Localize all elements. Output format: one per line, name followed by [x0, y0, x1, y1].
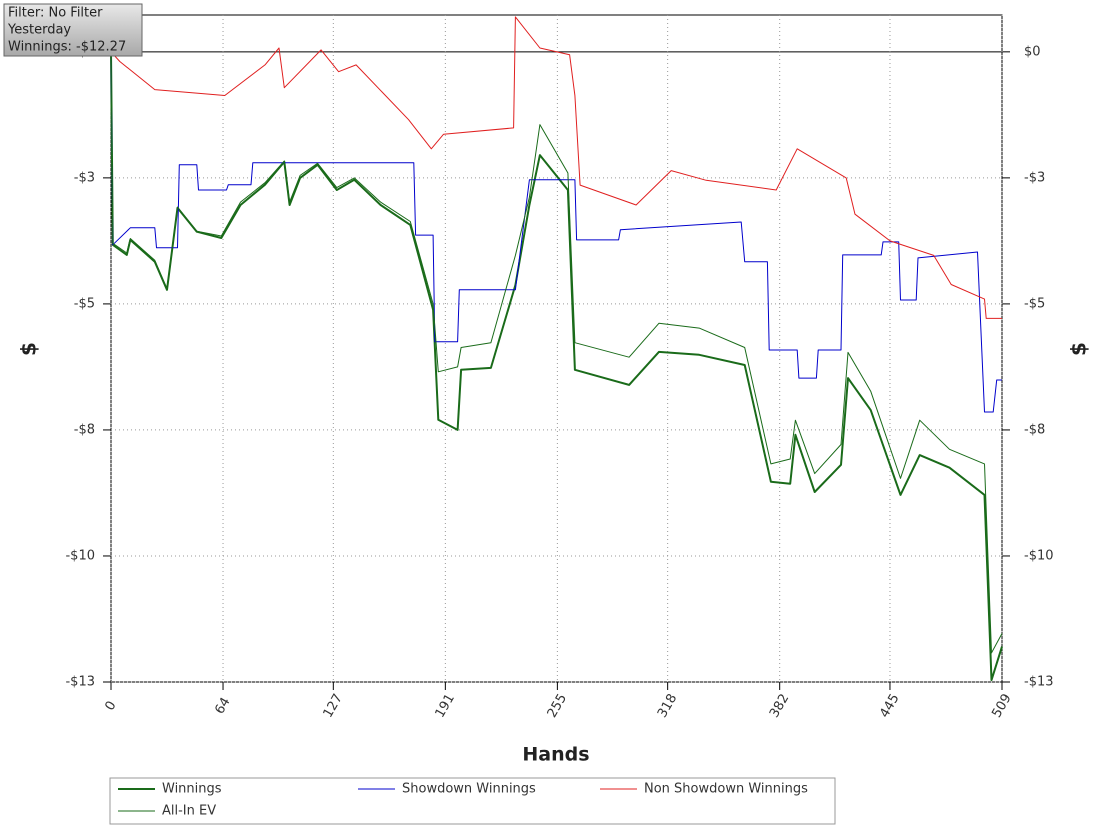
y-tick-label: -$10	[65, 548, 95, 563]
legend-label: All-In EV	[162, 804, 216, 819]
y-tick-label: -$5	[74, 296, 95, 311]
x-tick-label: 509	[989, 691, 1014, 720]
series-line	[110, 51, 1003, 654]
tooltip-box	[3, 3, 143, 57]
legend-label: Non Showdown Winnings	[644, 782, 808, 797]
tooltip-line: Winnings: -$12.27	[8, 40, 126, 55]
y2-tick-label: -$8	[1024, 422, 1045, 437]
y2-tick-label: -$3	[1024, 170, 1045, 185]
y2-axis-label: $	[1067, 342, 1091, 356]
x-tick-label: 127	[321, 691, 346, 720]
x-tick-label: 445	[877, 691, 902, 720]
x-tick-label: 255	[545, 691, 570, 720]
y2-tick-label: $0	[1024, 44, 1041, 59]
y-tick-label: -$3	[74, 170, 95, 185]
x-tick-label: 382	[767, 691, 792, 720]
x-tick-label: 0	[102, 699, 119, 714]
legend-label: Winnings	[162, 782, 222, 797]
legend-box	[109, 777, 836, 825]
y2-tick-label: -$5	[1024, 296, 1045, 311]
y-tick-label: -$13	[65, 675, 95, 690]
tooltip-line: Filter: No Filter	[8, 6, 103, 21]
y2-tick-label: -$13	[1024, 675, 1054, 690]
y-tick-label: -$8	[74, 422, 95, 437]
legend	[109, 777, 836, 825]
x-tick-label: 191	[433, 691, 458, 720]
tooltip-line: Yesterday	[7, 23, 71, 38]
series-line	[110, 51, 1003, 682]
series-line	[110, 16, 1002, 319]
series-line	[110, 51, 1002, 413]
y-axis-label: $	[17, 342, 41, 356]
y2-tick-label: -$10	[1024, 548, 1054, 563]
x-tick-label: 64	[212, 695, 233, 717]
tooltip: Filter: No Filter Yesterday Winnings: -$…	[3, 3, 143, 57]
x-axis-label: Hands	[522, 744, 589, 766]
legend-label: Showdown Winnings	[402, 782, 536, 797]
x-tick-label: 318	[655, 691, 680, 720]
plot-frame	[110, 14, 1003, 683]
